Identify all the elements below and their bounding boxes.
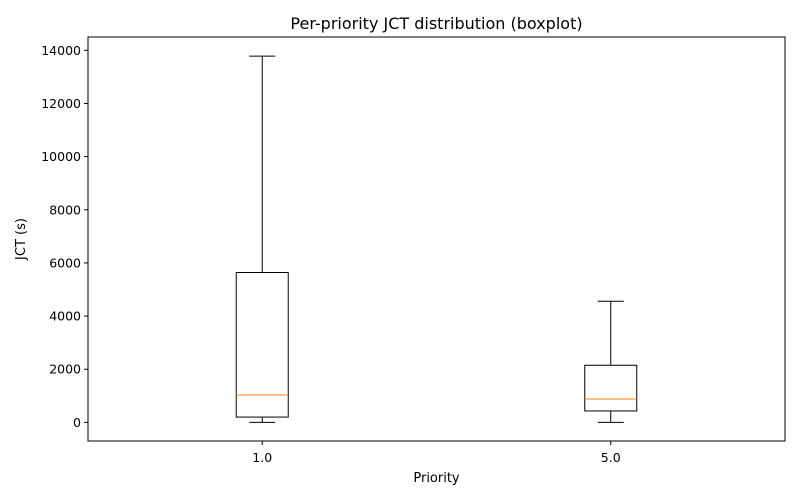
y-tick-label: 8000: [49, 202, 81, 217]
y-tick-label: 10000: [41, 149, 81, 164]
x-tick-label: 5.0: [601, 450, 621, 465]
y-tick-label: 6000: [49, 255, 81, 270]
plot-area: [235, 55, 638, 423]
iqr-box: [235, 271, 289, 418]
x-axis: 1.0 5.0: [252, 441, 621, 465]
y-tick-label: 2000: [49, 362, 81, 377]
x-axis-label: Priority: [413, 471, 460, 486]
y-axis: 0 2000 4000 6000 8000 10000 12000 14000: [41, 43, 88, 430]
box-group: [235, 55, 289, 423]
y-axis-label: JCT (s): [14, 218, 29, 261]
plot-frame: [87, 36, 786, 442]
y-tick-label: 4000: [49, 309, 81, 324]
x-tick-label: 1.0: [252, 450, 272, 465]
y-tick-label: 12000: [41, 96, 81, 111]
y-tick-label: 14000: [41, 43, 81, 58]
iqr-box: [584, 364, 638, 412]
chart-title: Per-priority JCT distribution (boxplot): [290, 14, 582, 33]
box-group: [584, 300, 638, 423]
y-tick-label: 0: [73, 415, 81, 430]
